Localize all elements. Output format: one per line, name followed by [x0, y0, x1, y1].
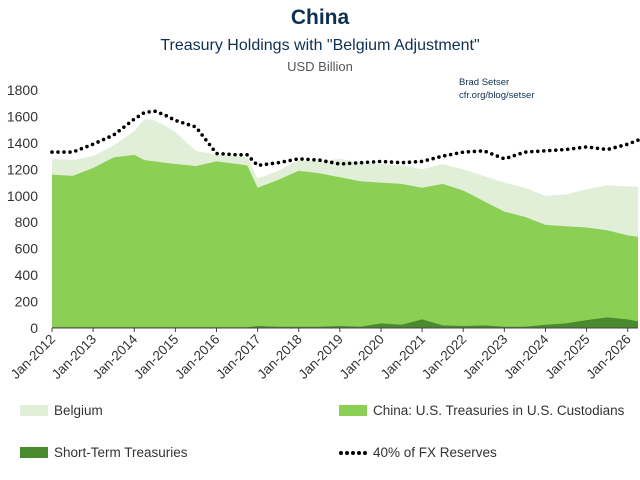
chart-title: China	[290, 6, 350, 29]
credit-name: Brad Setser	[459, 77, 510, 88]
y-tick-label: 0	[30, 320, 38, 336]
series-area-short-term	[52, 317, 638, 328]
y-tick-label: 600	[15, 241, 39, 257]
y-tick-label: 200	[15, 294, 39, 310]
legend-label-belgium: Belgium	[54, 403, 103, 418]
legend-swatch-fx-reserves	[339, 447, 367, 458]
y-tick-label: 1400	[7, 135, 38, 151]
legend-item-fx-reserves: 40% of FX Reserves	[339, 445, 497, 460]
x-tick-label: Jan-2026	[583, 332, 633, 382]
legend-label-short-term: Short-Term Treasuries	[54, 445, 188, 460]
legend-label-fx-reserves: 40% of FX Reserves	[373, 445, 497, 460]
series-area-custodians	[52, 154, 638, 328]
legend-swatch-belgium	[20, 405, 48, 416]
chart-subtitle: Treasury Holdings with "Belgium Adjustme…	[160, 37, 480, 54]
y-tick-label: 1800	[7, 82, 38, 98]
legend-item-belgium: Belgium	[20, 403, 103, 418]
legend-label-custodians: China: U.S. Treasuries in U.S. Custodian…	[373, 403, 625, 418]
series-line-fx-reserves	[50, 109, 640, 168]
y-tick-label: 800	[15, 214, 39, 230]
y-tick-label: 1600	[7, 108, 38, 124]
y-tick-label: 1200	[7, 161, 38, 177]
y-tick-label: 400	[15, 267, 39, 283]
y-tick-label: 1000	[7, 188, 38, 204]
legend-swatch-short-term	[20, 447, 48, 458]
chart-units-label: USD Billion	[287, 59, 353, 74]
legend-item-short-term: Short-Term Treasuries	[20, 445, 188, 460]
legend-item-custodians: China: U.S. Treasuries in U.S. Custodian…	[339, 403, 624, 418]
credit-url: cfr.org/blog/setser	[459, 90, 535, 101]
legend-swatch-custodians	[339, 405, 367, 416]
chart-credit: Brad Setser cfr.org/blog/setser	[459, 76, 535, 102]
